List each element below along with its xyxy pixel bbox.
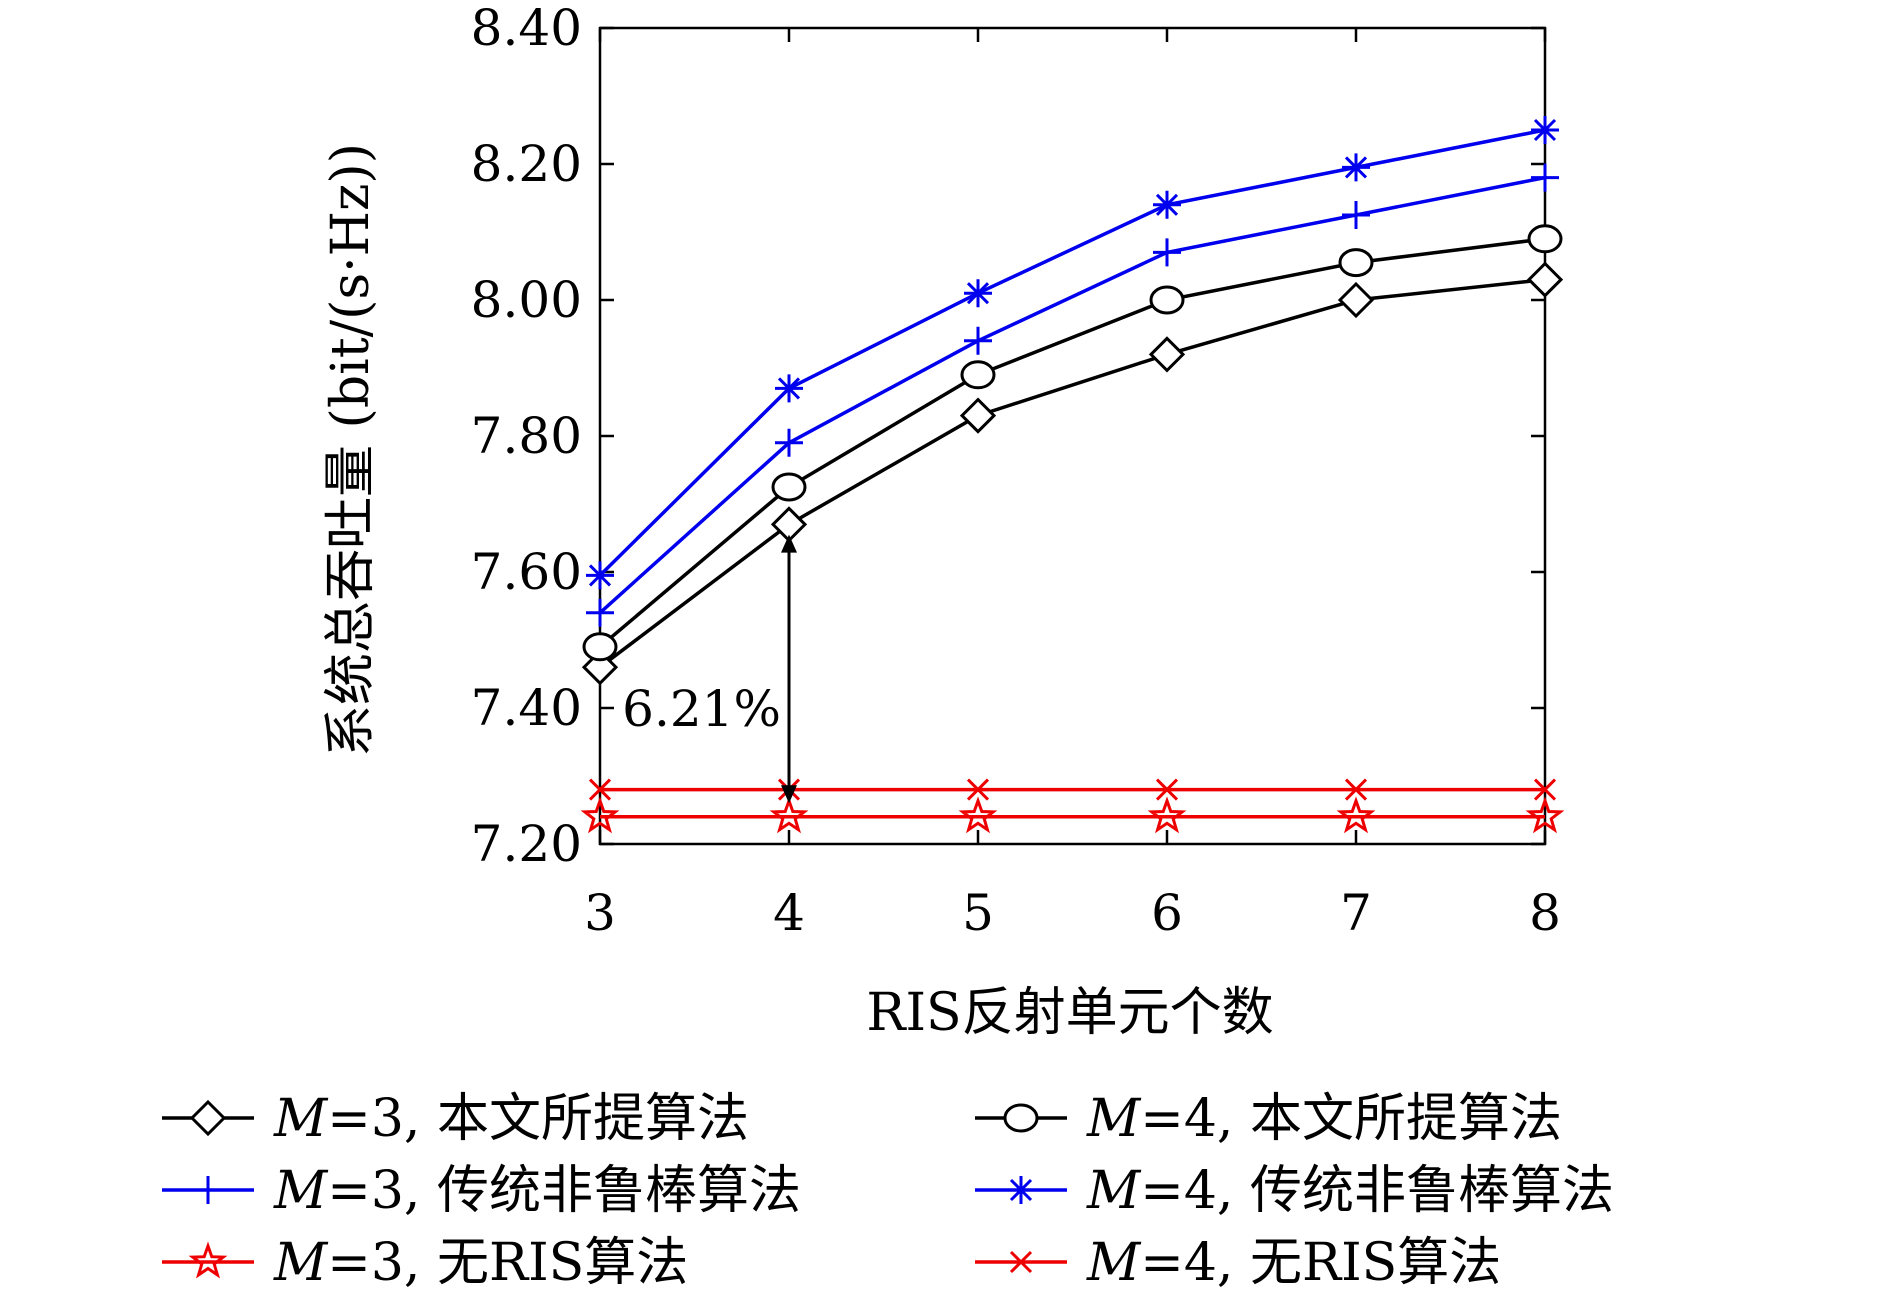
data-point (775, 374, 803, 403)
annotation-text: 6.21% (622, 680, 781, 738)
legend-marker (1009, 1250, 1033, 1274)
data-point (1337, 281, 1375, 319)
series-2 (586, 163, 1559, 627)
data-point (582, 632, 618, 662)
legend-label: M=3, 本文所提算法 (273, 1089, 749, 1149)
data-point (1531, 116, 1559, 144)
data-point (586, 598, 614, 627)
series-4 (580, 796, 1565, 834)
data-point (960, 360, 996, 390)
data-point (959, 397, 997, 434)
legend-marker (1003, 1103, 1039, 1133)
data-point (1525, 796, 1565, 834)
series-0 (581, 261, 1564, 686)
data-point (771, 472, 807, 502)
data-point (1149, 285, 1185, 315)
data-point (1531, 163, 1559, 192)
data-point (580, 796, 620, 834)
y-tick-label: 7.20 (471, 815, 582, 873)
legend: M=3, 本文所提算法 M=4, 本文所提算法 M=3, 传统非鲁棒算法 M=4, 传… (162, 1089, 1614, 1293)
data-point (1338, 248, 1374, 278)
data-point (1336, 796, 1376, 834)
data-point (1344, 778, 1368, 801)
x-tick-label: 4 (773, 884, 805, 942)
data-point (588, 778, 612, 801)
x-tick-label: 5 (962, 884, 994, 942)
data-point (775, 428, 803, 457)
legend-label: M=4, 无RIS算法 (1086, 1233, 1501, 1293)
y-axis: 7.20 7.40 7.60 7.80 8.00 8.20 8.40 (471, 0, 1545, 873)
data-point (1527, 224, 1563, 254)
annotation-arrow-head-up (781, 534, 797, 553)
x-tick-label: 7 (1340, 884, 1372, 942)
legend-label: M=4, 本文所提算法 (1086, 1089, 1562, 1149)
series-line (598, 175, 1546, 615)
series-line (598, 277, 1546, 669)
y-tick-label: 7.60 (471, 543, 582, 601)
x-tick-label: 8 (1529, 884, 1561, 942)
data-point (966, 778, 990, 801)
series-3 (586, 116, 1559, 590)
legend-item: M=3, 本文所提算法 (162, 1089, 749, 1149)
legend-item: M=4, 传统非鲁棒算法 (975, 1161, 1614, 1221)
legend-label: M=3, 传统非鲁棒算法 (273, 1161, 801, 1221)
annotation-arrow-head-down (781, 785, 797, 804)
y-tick-label: 7.40 (471, 679, 582, 737)
legend-item: M=4, 本文所提算法 (975, 1089, 1562, 1149)
data-point (964, 279, 992, 308)
series-line (598, 128, 1546, 577)
data-point (1342, 153, 1370, 182)
legend-marker (188, 1241, 228, 1279)
series-layer (580, 116, 1565, 834)
series-5 (588, 778, 1557, 801)
data-point (1155, 778, 1179, 801)
x-tick-label: 3 (584, 884, 616, 942)
data-point (586, 561, 614, 590)
legend-marker (194, 1176, 222, 1204)
data-point (1153, 190, 1181, 219)
legend-item: M=3, 无RIS算法 (162, 1233, 688, 1293)
legend-marker (189, 1099, 227, 1137)
y-tick-label: 8.20 (471, 135, 582, 193)
legend-item: M=3, 传统非鲁棒算法 (162, 1161, 801, 1221)
data-point (769, 796, 809, 834)
x-axis: 3 4 5 6 7 8 (584, 28, 1561, 942)
data-point (1526, 261, 1564, 298)
data-point (1148, 336, 1186, 373)
y-tick-label: 7.80 (471, 407, 582, 465)
legend-item: M=4, 无RIS算法 (975, 1233, 1501, 1293)
data-point (1147, 796, 1187, 834)
series-line (598, 237, 1546, 649)
series-1 (582, 224, 1563, 662)
legend-label: M=3, 无RIS算法 (273, 1233, 688, 1293)
data-point (964, 326, 992, 355)
data-point (958, 796, 998, 834)
legend-marker (1007, 1176, 1035, 1204)
annotation: 6.21% (622, 534, 797, 804)
x-axis-label: RIS反射单元个数 (866, 983, 1273, 1043)
data-point (1342, 201, 1370, 229)
data-point (1533, 778, 1557, 801)
y-tick-label: 8.40 (471, 0, 582, 57)
x-tick-label: 6 (1151, 884, 1183, 942)
y-axis-label: 系统总吞吐量 (bit/(s·Hz)) (321, 143, 381, 757)
legend-label: M=4, 传统非鲁棒算法 (1086, 1161, 1614, 1221)
data-point (1153, 238, 1181, 267)
y-tick-label: 8.00 (471, 271, 582, 329)
